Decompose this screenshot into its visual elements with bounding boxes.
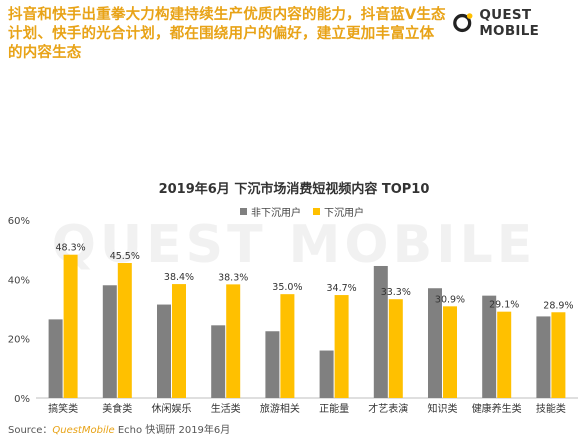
legend-label-non-sinking: 非下沉用户 <box>251 208 301 219</box>
legend-swatch-sinking <box>313 208 320 215</box>
x-tick-label: 健康养生类 <box>472 402 522 415</box>
watermark: QUEST MOBILE <box>52 215 537 275</box>
bar-sinking <box>388 299 403 398</box>
source-note: Source：QuestMobile Echo 快调研 2019年6月 <box>8 421 230 436</box>
bars-layer <box>48 254 566 398</box>
x-tick-label: 搞笑类 <box>48 402 78 415</box>
source-brand: QuestMobile <box>52 425 115 436</box>
y-tick-label: 60% <box>8 216 30 227</box>
data-label: 34.7% <box>327 283 357 294</box>
bar-non-sinking <box>48 319 63 398</box>
bar-non-sinking <box>265 331 280 398</box>
legend-swatch-non-sinking <box>240 208 247 215</box>
data-label: 29.1% <box>489 300 519 311</box>
bar-non-sinking <box>373 265 388 398</box>
legend-item-non-sinking: 非下沉用户 <box>240 204 301 219</box>
x-tick-label: 休闲娱乐 <box>152 402 192 415</box>
bar-sinking <box>551 312 566 398</box>
data-label: 45.5% <box>110 251 140 262</box>
data-label: 35.0% <box>272 282 302 293</box>
headline: 抖音和快手出重拳大力构建持续生产优质内容的能力，抖音蓝V生态计划、快手的光合计划… <box>8 7 446 61</box>
x-tick-label: 旅游相关 <box>260 402 300 415</box>
data-label: 38.4% <box>164 272 194 283</box>
chart-title: 2019年6月 下沉市场消费短视频内容 TOP10 <box>158 182 430 197</box>
data-label: 28.9% <box>543 300 573 311</box>
bar-non-sinking <box>428 288 442 398</box>
legend-item-sinking: 下沉用户 <box>313 204 364 219</box>
bar-non-sinking <box>536 316 551 398</box>
x-tick-label: 美食类 <box>102 402 132 415</box>
data-label: 33.3% <box>381 287 411 298</box>
x-tick-label: 正能量 <box>319 402 349 415</box>
bar-sinking <box>117 263 132 398</box>
bar-sinking <box>497 311 512 398</box>
logo-text: QUEST MOBILE <box>479 7 540 39</box>
bar-non-sinking <box>211 325 226 398</box>
bar-non-sinking <box>482 295 497 398</box>
quest-mobile-logo-icon <box>453 13 473 33</box>
x-tick-label: 知识类 <box>428 402 458 415</box>
bar-sinking <box>280 294 295 398</box>
source-rest: Echo 快调研 2019年6月 <box>114 425 231 436</box>
bar-sinking <box>226 284 241 398</box>
labels-layer: 48.3% 搞笑类 45.5% 美食类 38.4% 休闲娱乐 38.3% 生活类 35.0% 旅游… <box>48 243 573 415</box>
bar-sinking <box>172 284 186 398</box>
bar-non-sinking <box>157 304 171 398</box>
bar-sinking <box>334 295 349 398</box>
y-tick-label: 0% <box>14 394 30 405</box>
bar-non-sinking <box>102 285 117 398</box>
x-tick-label: 技能类 <box>536 402 566 415</box>
legend: 非下沉用户 下沉用户 <box>240 204 364 219</box>
x-tick-label: 生活类 <box>211 402 241 415</box>
x-tick-label: 才艺表演 <box>368 402 408 415</box>
y-tick-label: 20% <box>8 335 30 346</box>
bar-non-sinking <box>319 350 334 398</box>
source-prefix: Source： <box>8 425 53 436</box>
legend-label-sinking: 下沉用户 <box>324 208 364 219</box>
data-label: 38.3% <box>218 272 248 283</box>
data-label: 30.9% <box>435 294 465 305</box>
bar-sinking <box>63 254 78 398</box>
data-label: 48.3% <box>56 243 86 254</box>
bar-sinking <box>443 306 457 398</box>
y-tick-label: 40% <box>8 275 30 286</box>
logo: QUEST MOBILE <box>452 7 588 39</box>
